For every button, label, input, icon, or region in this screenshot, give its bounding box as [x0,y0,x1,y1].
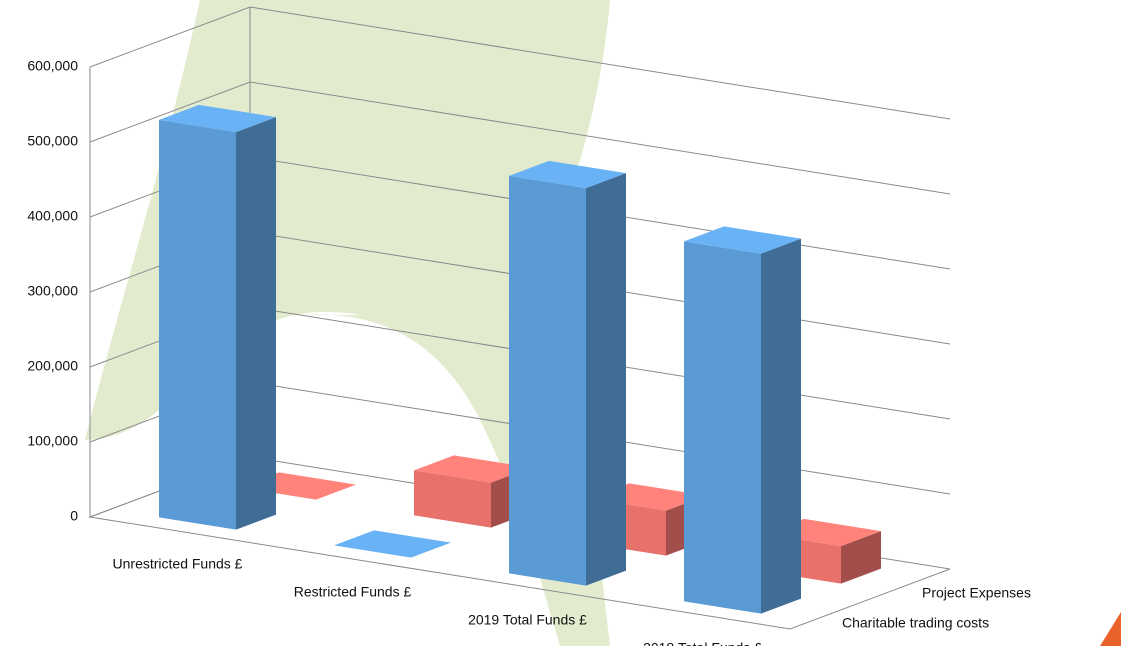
bar-top [159,104,276,133]
bar-top [684,226,801,254]
bar-top [334,530,451,558]
x-tick-label: 2019 Total Funds £ [468,612,587,628]
bar-front [414,470,491,528]
bar-side [761,238,801,614]
bar-side [586,173,626,586]
x-tick-label: Unrestricted Funds £ [113,556,243,572]
bar-top [414,455,531,483]
bar [509,160,626,586]
bar-side [841,531,881,584]
y-tick-label: 200,000 [27,358,78,374]
y-tick-label: 300,000 [27,283,78,299]
depth-label: Charitable trading costs [842,615,989,631]
y-tick-label: 100,000 [27,433,78,449]
bar-front [509,175,586,586]
bar-front [159,119,236,530]
x-tick-label: 2018 Total Funds £ [643,640,762,646]
y-tick-label: 500,000 [27,133,78,149]
depth-label: Project Expenses [922,585,1031,601]
y-tick-label: 0 [70,508,78,524]
x-tick-label: Restricted Funds £ [294,584,412,600]
label-layer: 0 100,000 200,000 300,000 400,000 500,000 600,… [27,58,1031,646]
y-tick-label: 600,000 [27,58,78,74]
bar [684,226,801,614]
bar-front [684,241,761,614]
bar-side [236,117,276,530]
y-tick-label: 400,000 [27,208,78,224]
bar [159,104,276,530]
corner-accent [1100,612,1121,646]
bar-layer [159,104,881,614]
bar [334,530,451,558]
bar-top [509,160,626,189]
